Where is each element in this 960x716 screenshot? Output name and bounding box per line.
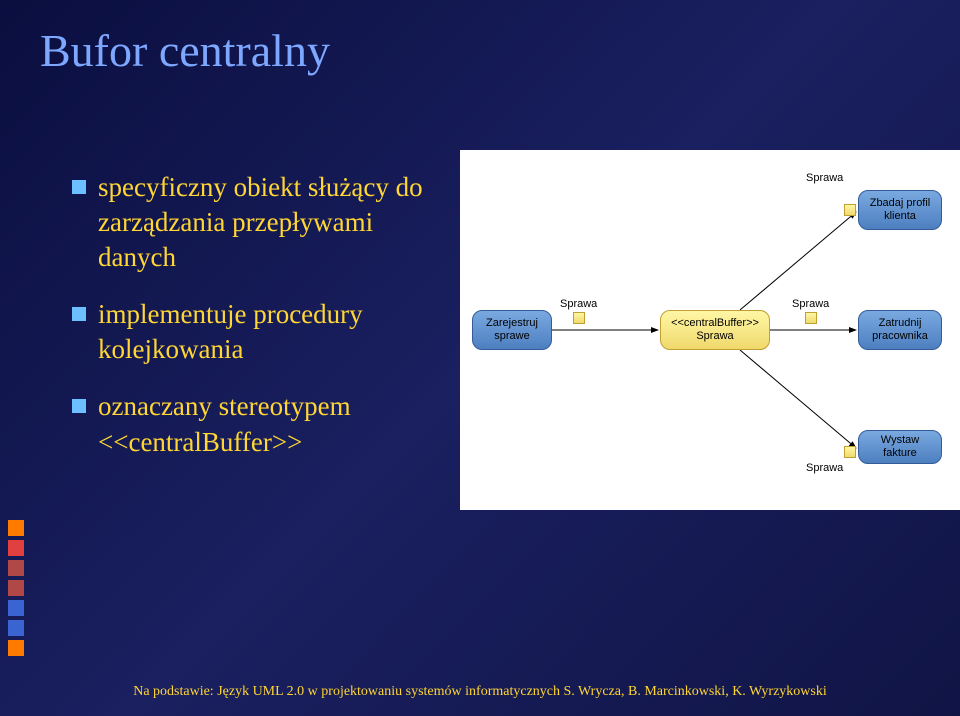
pin-box-icon (844, 204, 856, 216)
deco-square-icon (8, 520, 24, 536)
side-decoration (8, 520, 24, 660)
pin-sprawa-zbadaj: Sprawa (806, 172, 856, 216)
node-zarejestruj: Zarejestruj sprawe (472, 310, 552, 350)
bullet-text: oznaczany stereotypem <<centralBuffer>> (98, 389, 432, 459)
square-bullet-icon (72, 399, 86, 413)
deco-square-icon (8, 600, 24, 616)
square-bullet-icon (72, 307, 86, 321)
node-label: Wystaw fakture (865, 434, 935, 460)
bullet-item: specyficzny obiekt służący do zarządzani… (72, 170, 432, 275)
pin-box-icon (805, 312, 817, 324)
pin-label: Sprawa (806, 172, 843, 184)
pin-sprawa-wystaw: Sprawa (806, 446, 856, 476)
bullet-list: specyficzny obiekt służący do zarządzani… (72, 170, 432, 482)
bullet-item: implementuje procedury kolejkowania (72, 297, 432, 367)
pin-box-icon (844, 446, 856, 458)
deco-square-icon (8, 640, 24, 656)
bullet-item: oznaczany stereotypem <<centralBuffer>> (72, 389, 432, 459)
node-label: Zarejestruj sprawe (479, 317, 545, 343)
node-zbadaj: Zbadaj profil klienta (858, 190, 942, 230)
node-label: Sprawa (696, 330, 733, 343)
deco-square-icon (8, 580, 24, 596)
uml-diagram: Zarejestruj sprawe <<centralBuffer>> Spr… (460, 150, 960, 510)
pin-label: Sprawa (560, 298, 597, 310)
deco-square-icon (8, 560, 24, 576)
node-label: Zbadaj profil klienta (865, 197, 935, 223)
slide-title: Bufor centralny (40, 24, 330, 77)
node-label: Zatrudnij pracownika (865, 317, 935, 343)
square-bullet-icon (72, 180, 86, 194)
node-zatrudnij: Zatrudnij pracownika (858, 310, 942, 350)
bullet-text: specyficzny obiekt służący do zarządzani… (98, 170, 432, 275)
deco-square-icon (8, 620, 24, 636)
pin-box-icon (573, 312, 585, 324)
pin-label: Sprawa (806, 462, 843, 474)
pin-label: Sprawa (792, 298, 829, 310)
node-wystaw: Wystaw fakture (858, 430, 942, 464)
pin-sprawa-1: Sprawa (560, 298, 597, 324)
footer-citation: Na podstawie: Język UML 2.0 w projektowa… (0, 684, 960, 700)
bullet-text: implementuje procedury kolejkowania (98, 297, 432, 367)
node-stereotype: <<centralBuffer>> (671, 317, 759, 330)
deco-square-icon (8, 540, 24, 556)
pin-sprawa-2: Sprawa (792, 298, 829, 324)
node-central-buffer: <<centralBuffer>> Sprawa (660, 310, 770, 350)
